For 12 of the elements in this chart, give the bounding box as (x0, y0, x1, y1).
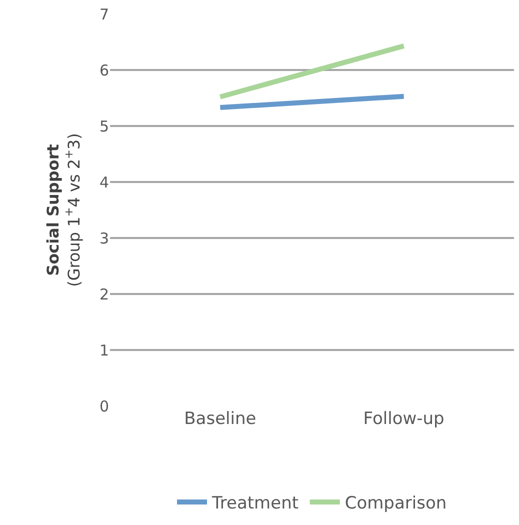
y-tick-label: 2 (99, 285, 109, 304)
y-tick-label: 6 (99, 61, 109, 80)
y-tick-label: 3 (99, 229, 109, 248)
y-tick-label: 7 (99, 5, 109, 24)
legend-label: Comparison (344, 494, 447, 514)
x-tick-label: Baseline (184, 409, 256, 429)
x-tick-label: Follow-up (363, 409, 444, 429)
legend-label: Treatment (211, 494, 299, 514)
y-tick-label: 1 (99, 341, 109, 360)
y-tick-label: 0 (99, 397, 109, 416)
y-tick-label: 5 (99, 117, 109, 136)
y-tick-label: 4 (99, 173, 109, 192)
